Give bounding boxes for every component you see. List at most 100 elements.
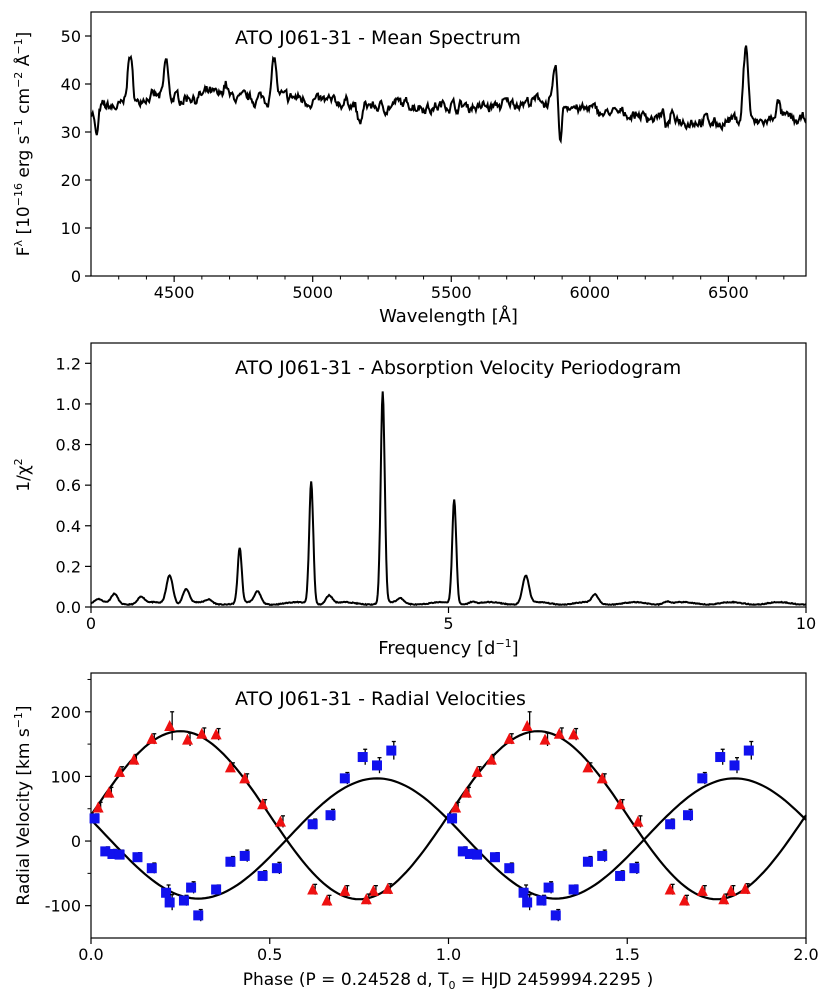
y-axis-label-part: 1/χ (14, 465, 34, 492)
blue-square-point (357, 752, 368, 763)
y-axis-label-part: −1 (12, 119, 25, 135)
y-tick-label: 0 (71, 267, 81, 286)
red-triangle-point (614, 798, 626, 810)
red-triangle-point (471, 765, 483, 777)
y-tick-label: 0.6 (56, 476, 81, 495)
x-axis-label: Phase (P = 0.24528 d, T0 = HJD 2459994.2… (243, 970, 654, 992)
y-axis-label-part: ] (14, 32, 34, 39)
x-axis-label: Wavelength [Å] (379, 305, 518, 327)
red-triangle-point (182, 733, 194, 745)
y-axis-label: Radial Velocity [km s−1] (12, 705, 34, 905)
blue-square-point (186, 882, 197, 893)
panel-3: 0.0 0.5 1.0 1.5 2.0 -100 0 100 200 ATO J061-31 - … (12, 672, 819, 992)
red-triangle-point (539, 733, 551, 745)
red-triangle-point (196, 727, 208, 739)
blue-square-point (132, 852, 143, 863)
blue-square-point (504, 863, 515, 874)
blue-square-point (146, 863, 157, 874)
red-triangle-point (568, 728, 580, 740)
blue-square-point (597, 850, 608, 861)
red-triangle-point (521, 720, 533, 731)
red-triangle-point (339, 884, 351, 896)
red-triangle-point (725, 884, 737, 896)
y-tick-label: 0.4 (56, 517, 81, 536)
y-axis-label: Fλ [10−16 erg s−1 cm−2 Å−1] (12, 32, 34, 256)
y-axis-label-part: Å (12, 54, 34, 71)
red-triangle-point (678, 894, 690, 906)
blue-square-point (550, 910, 561, 921)
x-tick-label: 2.0 (793, 945, 818, 964)
red-triangle-point (582, 761, 594, 773)
y-axis-label-part: [10 (14, 206, 34, 240)
blue-square-point (457, 846, 468, 857)
blue-square-point (325, 810, 336, 821)
red-triangle-point (239, 772, 251, 784)
blue-square-point (715, 752, 726, 763)
blue-square-point (307, 819, 318, 830)
x-axis-label: Frequency [d−1] (378, 637, 518, 659)
blue-square-point (536, 895, 547, 906)
y-axis-label-part: Radial Velocity [km s (14, 728, 34, 905)
red-triangle-point (485, 753, 497, 765)
blue-square-point (257, 870, 268, 881)
model-curve-2 (90, 777, 807, 900)
blue-square-point (582, 856, 593, 867)
y-axis-label-part: erg s (14, 135, 34, 183)
red-triangle-point (224, 761, 236, 773)
y-tick-label: 0.2 (56, 557, 81, 576)
y-tick-label: 1.2 (56, 354, 81, 373)
red-triangle-point (257, 798, 269, 810)
x-tick-label: 6000 (569, 283, 610, 302)
blue-square-point (225, 856, 236, 867)
y-tick-label: 1.0 (56, 395, 81, 414)
chart-title: ATO J061-31 - Mean Spectrum (235, 27, 521, 49)
periodogram-line (90, 391, 807, 607)
red-triangle-point (164, 720, 176, 731)
red-triangle-point (718, 893, 730, 905)
y-tick-label: 30 (61, 123, 81, 142)
red-triangle-point (103, 786, 115, 798)
y-axis-label-part: ] (14, 705, 34, 712)
red-triangle-point (596, 772, 608, 784)
y-tick-label: 50 (61, 27, 81, 46)
blue-square-point (615, 870, 626, 881)
blue-square-point (729, 760, 740, 771)
red-triangle-point (450, 801, 462, 813)
blue-square-point (568, 884, 579, 895)
blue-square-point (683, 810, 694, 821)
y-axis-label-part: cm (14, 88, 34, 119)
y-tick-label: 200 (50, 703, 81, 722)
x-tick-label: 5 (443, 614, 453, 633)
y-tick-label: -100 (45, 897, 81, 916)
x-axis-label-part: Phase (P = 0.24528 d, T (243, 970, 449, 990)
red-triangle-point (210, 728, 222, 740)
x-axis-label-part: ] (512, 638, 519, 659)
y-axis-label-part: −2 (12, 72, 25, 88)
blue-square-point (743, 745, 754, 756)
plot-frame (90, 11, 807, 277)
y-axis-label-part: F (14, 246, 34, 256)
panel-2: 0 5 10 0.0 0.2 0.4 0.6 0.8 1.0 1.2 ATO J061-31 - A… (12, 342, 816, 659)
y-axis-label-part: −16 (12, 183, 25, 206)
red-triangle-point (274, 815, 286, 827)
blue-square-point (107, 848, 118, 859)
y-tick-label: 0.0 (56, 598, 81, 617)
red-triangle-point (553, 727, 565, 739)
red-triangle-point (321, 894, 333, 906)
blue-square-point (489, 852, 500, 863)
blue-square-point (472, 849, 483, 860)
blue-square-point (518, 887, 529, 898)
blue-square-point (447, 813, 458, 824)
chart-title: ATO J061-31 - Radial Velocities (235, 688, 526, 710)
y-tick-label: 100 (50, 767, 81, 786)
red-triangle-point (367, 884, 379, 896)
x-tick-label: 0.0 (78, 945, 103, 964)
red-triangle-point (128, 753, 140, 765)
blue-square-point (386, 745, 397, 756)
blue-square-point (464, 848, 475, 859)
y-axis-label-part: λ (12, 239, 25, 246)
x-tick-label: 0 (86, 614, 96, 633)
red-triangle-point (360, 893, 372, 905)
y-tick-label: 0.8 (56, 436, 81, 455)
blue-square-point (239, 850, 250, 861)
